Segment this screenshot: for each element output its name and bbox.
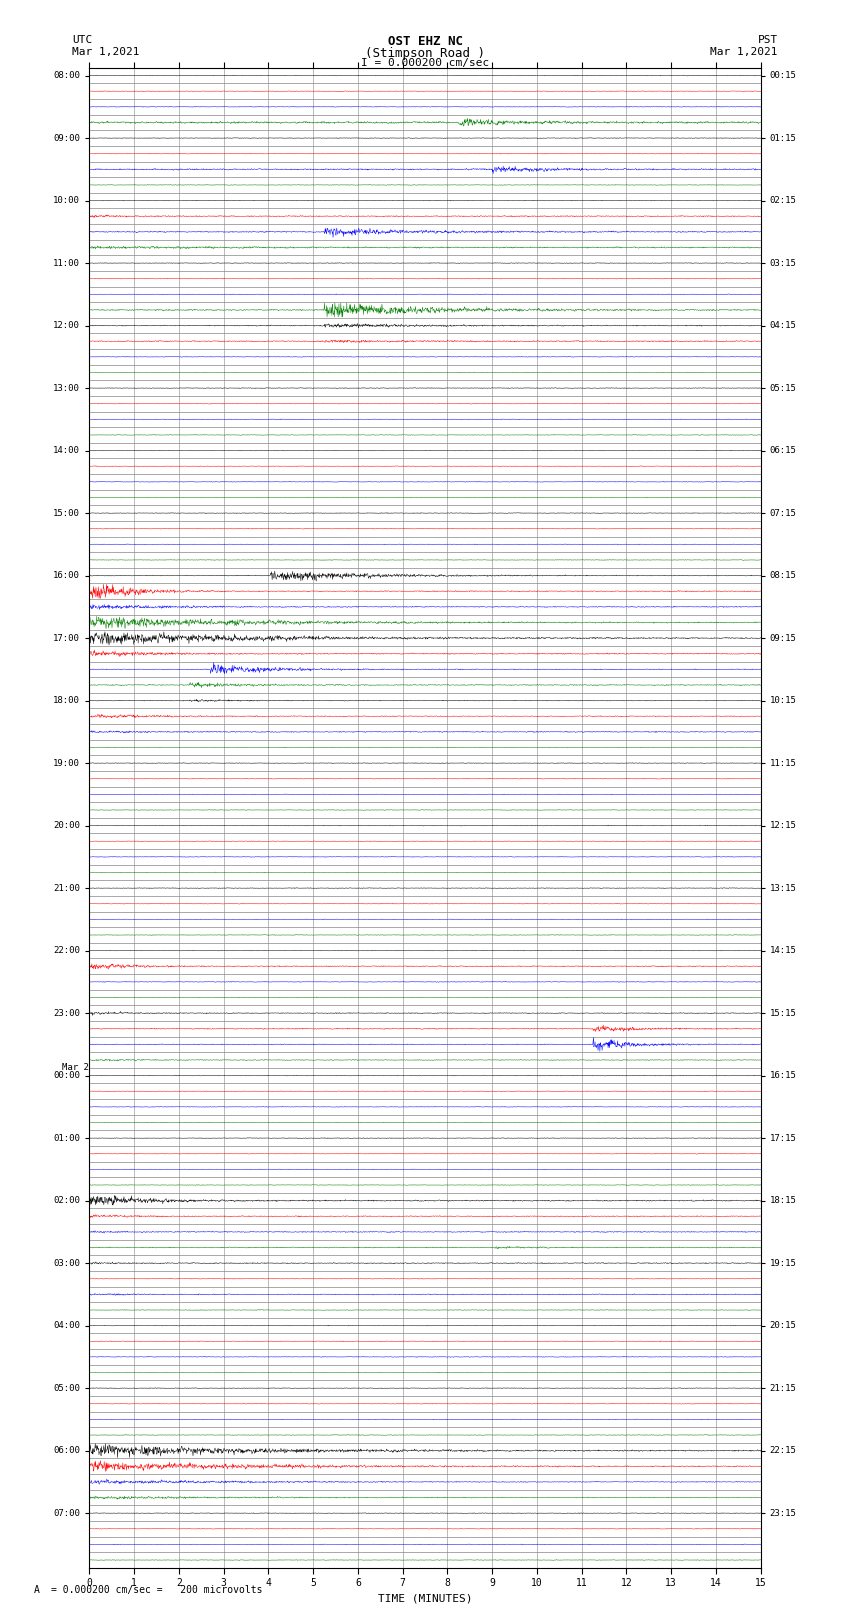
Text: Mar 2: Mar 2 xyxy=(62,1063,88,1073)
Text: A: A xyxy=(34,1586,40,1595)
Text: UTC: UTC xyxy=(72,35,93,45)
Text: OST EHZ NC: OST EHZ NC xyxy=(388,35,462,48)
Text: I = 0.000200 cm/sec: I = 0.000200 cm/sec xyxy=(361,58,489,68)
Text: PST: PST xyxy=(757,35,778,45)
Text: Mar 1,2021: Mar 1,2021 xyxy=(72,47,139,56)
X-axis label: TIME (MINUTES): TIME (MINUTES) xyxy=(377,1594,473,1603)
Text: (Stimpson Road ): (Stimpson Road ) xyxy=(365,47,485,60)
Text: Mar 1,2021: Mar 1,2021 xyxy=(711,47,778,56)
Text: = 0.000200 cm/sec =   200 microvolts: = 0.000200 cm/sec = 200 microvolts xyxy=(51,1586,263,1595)
